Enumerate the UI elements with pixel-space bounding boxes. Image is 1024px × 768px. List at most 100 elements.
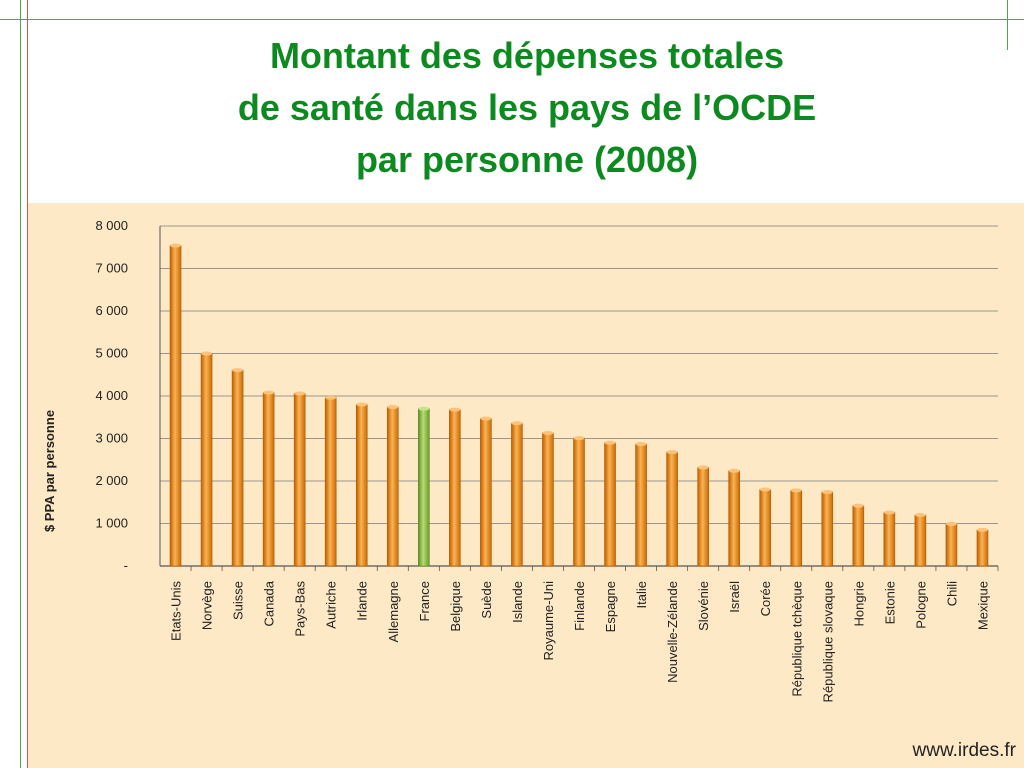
x-tick-label: Canada [262,580,277,626]
bar-cap [790,488,802,493]
bar-norv-ge [200,353,213,567]
bar-estonie [883,512,896,567]
x-tick-label: Suisse [231,581,246,620]
bar-cap [821,490,833,495]
bar-cap [728,468,740,473]
bar-espagne [604,442,616,567]
bar-cap [883,510,895,515]
bar-pays-bas [293,393,306,567]
x-tick-label: Italie [634,581,649,608]
bar-cap [356,402,368,407]
bar-mexique [976,529,989,567]
bar-cap [635,442,647,447]
x-tick-label: Autriche [324,581,339,629]
bar-nouvelle-z-lande [666,451,678,567]
left-green-rule [20,0,21,768]
bar-cap [387,405,399,410]
bar-irlande [355,404,368,567]
slide-title: Montant des dépenses totales de santé da… [30,30,1024,186]
bar-cap [604,440,616,445]
right-green-rule [1007,0,1008,50]
y-tick-label: 1 000 [95,516,128,531]
x-tick-label: Irlande [355,581,370,621]
bar-allemagne [386,406,399,567]
y-tick-label: - [124,558,128,573]
bar-pologne [914,514,927,567]
y-tick-label: 8 000 [95,218,128,233]
x-tick-label: Finlande [572,581,587,631]
bar-autriche [324,397,337,567]
bar-belgique [449,409,461,567]
x-tick-label: Belgique [448,581,463,632]
y-tick-label: 2 000 [95,473,128,488]
bar-finlande [573,437,585,567]
source-credit: www.irdes.fr [912,740,1016,761]
x-tick-label: Slovénie [696,581,711,631]
x-tick-label: Israël [727,581,742,613]
bar-cap [976,527,988,532]
y-axis-title: $ PPA par personne [42,410,57,532]
x-tick-label: Etats-Unis [169,581,184,641]
x-tick-label: Allemagne [386,581,401,642]
y-tick-label: 4 000 [95,388,128,403]
bar-cap [852,503,864,508]
x-tick-label: Islande [510,581,525,623]
bar-etats-unis [169,245,182,567]
x-tick-label: Nouvelle-Zélande [665,581,680,683]
y-tick-label: 3 000 [95,431,128,446]
chart-panel: $ PPA par personne - 1 000 2 000 3 000 4 000… [28,203,1024,768]
bar-cap [201,351,213,356]
bar-cap [170,243,182,248]
x-tick-label: Estonie [882,581,897,624]
x-tick-label: Pays-Bas [293,581,308,637]
bar-chart: $ PPA par personne - 1 000 2 000 3 000 4 000… [42,218,999,702]
x-tick-label: Hongrie [851,581,866,627]
x-tick-label: Chili [944,581,959,606]
bar-hongrie [852,505,865,567]
bar-cap [325,395,337,400]
bar-cap [263,390,275,395]
y-tick-label: 5 000 [95,346,128,361]
x-tick-label: Suède [479,581,494,619]
bar-cap [914,513,926,517]
x-tick-label: Espagne [603,581,618,632]
top-rule [0,19,1024,20]
bar-cap [232,368,244,373]
bar-islande [511,422,523,567]
x-tick-label: Pologne [913,581,928,629]
bar-cap [573,436,585,441]
title-line-2: de santé dans les pays de l’OCDE [237,87,817,128]
bar-cap [480,416,492,421]
bar-cap [418,406,430,411]
bar-cap [697,465,709,470]
bar-cap [542,430,554,435]
bar-italie [635,443,647,567]
x-tick-label: France [417,581,432,621]
bar-france [418,408,430,567]
x-tick-label: Mexique [975,581,990,630]
x-tick-label: Norvège [200,581,215,630]
bar-cor-e [759,489,772,567]
bar-royaume-uni [542,432,554,567]
bar-cap [449,407,461,412]
x-tick-label: Royaume-Uni [541,581,556,661]
bar-chili [945,523,958,567]
bar-r-publique-slovaque [821,491,834,567]
bar-cap [759,487,771,492]
bar-cap [666,450,678,455]
left-red-rule [27,0,28,768]
bar-cap [945,521,957,526]
bar-slov-nie [697,467,709,567]
bar-canada [262,392,275,567]
y-tick-label: 7 000 [95,261,128,276]
bar-cap [294,391,306,396]
bar-su-de [480,418,492,567]
title-line-1: Montant des dépenses totales [269,35,785,76]
bar-isra-l [728,470,740,567]
bar-suisse [231,369,244,567]
bar-r-publique-tch-que [790,490,803,567]
title-line-3: par personne (2008) [355,139,699,180]
x-tick-label: République tchèque [789,581,804,697]
y-tick-label: 6 000 [95,303,128,318]
x-tick-label: Corée [758,581,773,616]
